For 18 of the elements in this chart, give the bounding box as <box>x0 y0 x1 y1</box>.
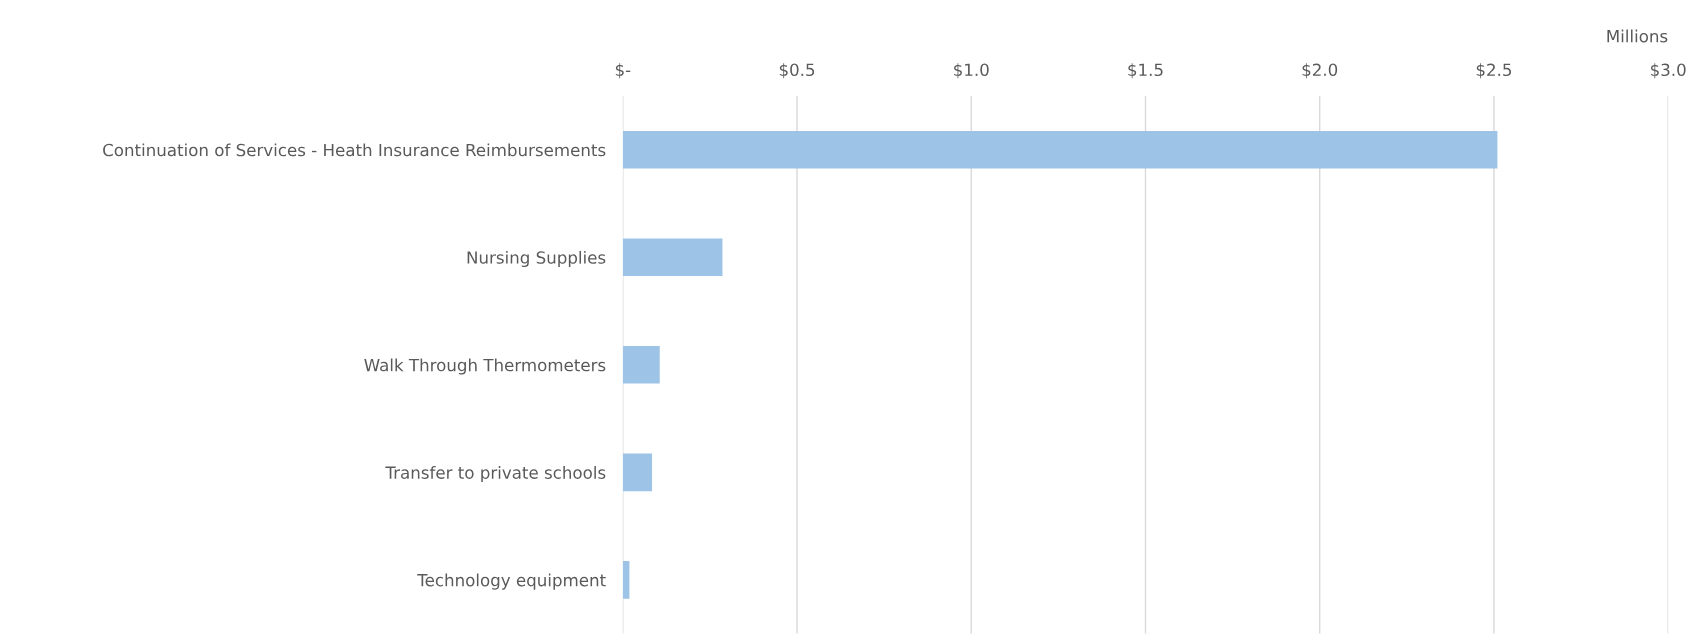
y-tick-label: Walk Through Thermometers <box>364 358 606 375</box>
x-tick-label: $1.5 <box>1128 63 1163 79</box>
bar <box>622 238 723 277</box>
bar <box>622 130 1498 169</box>
y-tick-label: Transfer to private schools <box>385 465 606 483</box>
x-tick-label: $1.0 <box>954 63 989 79</box>
x-tick-label: $2.0 <box>1302 63 1338 79</box>
x-tick-label: $- <box>615 63 631 79</box>
bar <box>622 561 630 599</box>
y-tick-label: Technology equipment <box>417 573 606 590</box>
y-tick-label: Continuation of Services - Heath Insurance Reimbursements <box>103 143 606 157</box>
x-axis-title: Millions <box>1607 29 1668 43</box>
x-tick-label: $3.0 <box>1650 63 1686 79</box>
bar <box>622 453 653 492</box>
y-tick-label: Nursing Supplies <box>467 250 606 268</box>
x-tick-label: $2.5 <box>1476 63 1512 79</box>
bar <box>622 345 660 384</box>
x-tick-label: $0.5 <box>779 63 815 79</box>
